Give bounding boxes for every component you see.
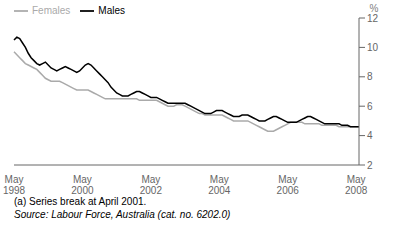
svg-text:May2008: May2008 [345, 174, 368, 195]
svg-text:May2000: May2000 [71, 174, 94, 195]
svg-text:8: 8 [367, 71, 373, 82]
svg-text:May1998: May1998 [8, 174, 26, 195]
svg-text:%: % [370, 3, 379, 14]
html-text:Females: Females [32, 4, 71, 16]
html-text:(a) Series break at April 2001: (a) Series break at April 2001. [14, 196, 147, 207]
svg-text:10: 10 [367, 42, 379, 53]
svg-text:2: 2 [367, 160, 373, 171]
svg-text:May2006: May2006 [277, 174, 300, 195]
html-text:Source: Labour Force, Australi: Source: Labour Force, Australia (cat. no… [14, 209, 231, 220]
svg-text:4: 4 [367, 130, 373, 141]
svg-text:12: 12 [367, 13, 379, 24]
svg-text:May2004: May2004 [208, 174, 231, 195]
html-text:Males: Males [98, 4, 125, 16]
svg-text:May2002: May2002 [140, 174, 163, 195]
svg-text:6: 6 [367, 101, 373, 112]
